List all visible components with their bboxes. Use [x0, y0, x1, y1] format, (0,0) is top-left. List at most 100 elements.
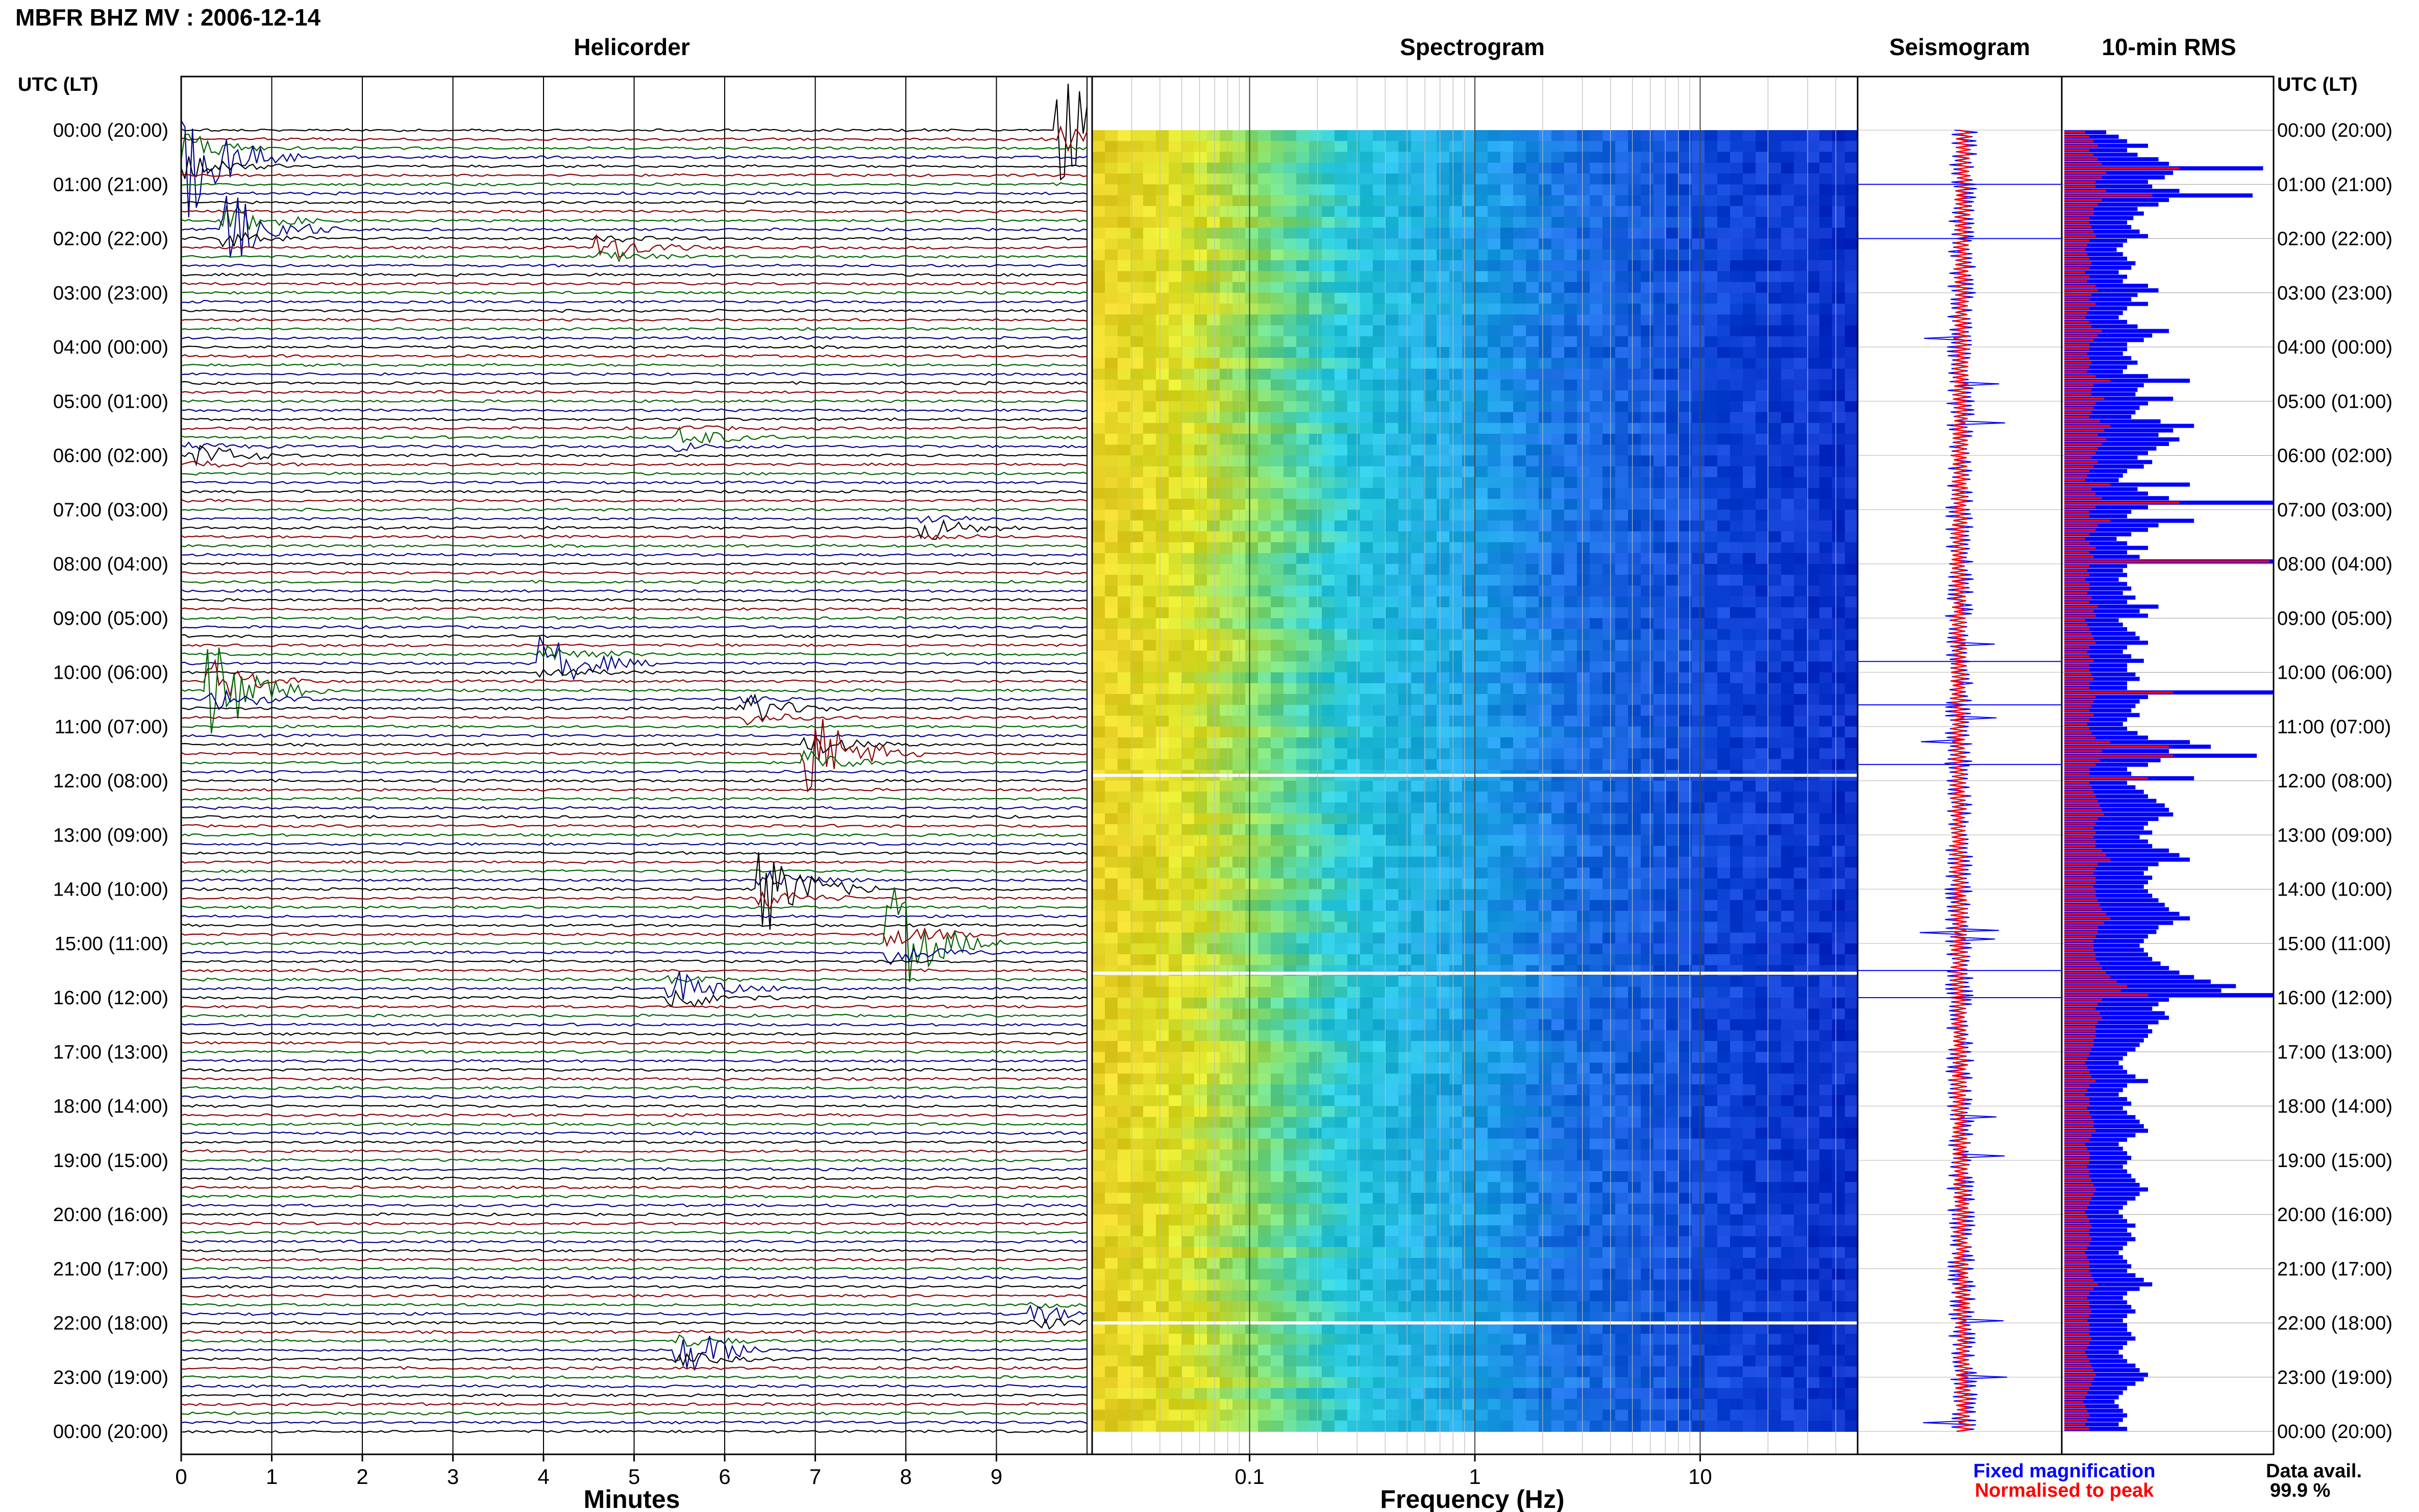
- spectrogram-cell: [1245, 444, 1258, 456]
- spectrogram-cell: [1207, 1008, 1220, 1020]
- spectrogram-cell: [1258, 661, 1271, 673]
- spectrogram-cell: [1641, 737, 1654, 749]
- spectrogram-cell: [1539, 217, 1552, 229]
- spectrogram-cell: [1169, 922, 1182, 933]
- spectrogram-cell: [1845, 564, 1858, 576]
- spectrogram-cell: [1602, 932, 1616, 944]
- spectrogram-cell: [1437, 531, 1450, 543]
- spectrogram-cell: [1411, 368, 1424, 380]
- spectrogram-cell: [1258, 130, 1271, 142]
- spectrogram-cell: [1092, 781, 1105, 792]
- spectrogram-cell: [1181, 618, 1195, 630]
- spectrogram-cell: [1092, 802, 1105, 814]
- spectrogram-cell: [1730, 336, 1743, 348]
- spectrogram-cell: [1653, 412, 1667, 424]
- spectrogram-cell: [1335, 726, 1348, 738]
- spectrogram-cell: [1768, 998, 1782, 1009]
- spectrogram-cell: [1335, 651, 1348, 662]
- spectrogram-cell: [1577, 900, 1590, 911]
- spectrogram-cell: [1322, 488, 1335, 500]
- spectrogram-cell: [1832, 661, 1845, 673]
- spectrogram-cell: [1245, 596, 1258, 608]
- spectrogram-cell: [1335, 531, 1348, 543]
- spectrogram-cell: [1283, 791, 1297, 803]
- spectrogram-cell: [1424, 455, 1437, 467]
- spectrogram-cell: [1143, 379, 1156, 391]
- spectrogram-cell: [1092, 292, 1105, 304]
- spectrogram-cell: [1143, 672, 1156, 684]
- spectrogram-cell: [1169, 607, 1182, 619]
- spectrogram-cell: [1105, 368, 1118, 380]
- spectrogram-cell: [1143, 878, 1156, 890]
- spectrogram-cell: [1424, 531, 1437, 543]
- spectrogram-cell: [1322, 889, 1335, 901]
- spectrogram-cell: [1488, 206, 1501, 217]
- spectrogram-cell: [1449, 249, 1463, 261]
- spectrogram-cell: [1462, 661, 1475, 673]
- spectrogram-cell: [1756, 520, 1769, 532]
- spectrogram-cell: [1513, 607, 1526, 619]
- spectrogram-cell: [1692, 998, 1705, 1009]
- spectrogram-cell: [1373, 824, 1386, 836]
- spectrogram-cell: [1437, 846, 1450, 857]
- spectrogram-cell: [1309, 228, 1322, 239]
- spectrogram-cell: [1653, 206, 1667, 217]
- spectrogram-cell: [1118, 705, 1131, 716]
- spectrogram-cell: [1832, 390, 1845, 402]
- spectrogram-cell: [1194, 509, 1207, 521]
- spectrogram-cell: [1373, 889, 1386, 901]
- spectrogram-cell: [1462, 856, 1475, 868]
- spectrogram-cell: [1347, 639, 1361, 651]
- spectrogram-cell: [1386, 715, 1399, 727]
- spectrogram-cell: [1781, 759, 1794, 771]
- hour-label-left: 08:00 (04:00): [53, 554, 168, 575]
- spectrogram-cell: [1296, 715, 1310, 727]
- spectrogram-cell: [1679, 824, 1692, 836]
- spectrogram-cell: [1730, 835, 1743, 847]
- spectrogram-cell: [1258, 553, 1271, 564]
- spectrogram-cell: [1449, 455, 1463, 467]
- spectrogram-cell: [1717, 672, 1731, 684]
- spectrogram-cell: [1118, 585, 1131, 597]
- spectrogram-cell: [1768, 304, 1782, 315]
- spectrogram-cell: [1564, 184, 1577, 196]
- spectrogram-cell: [1398, 618, 1412, 630]
- spectrogram-cell: [1641, 878, 1654, 890]
- spectrogram-cell: [1283, 499, 1297, 510]
- spectrogram-cell: [1705, 173, 1718, 185]
- spectrogram-cell: [1781, 477, 1794, 489]
- spectrogram-cell: [1245, 683, 1258, 695]
- spectrogram-cell: [1335, 542, 1348, 554]
- spectrogram-cell: [1283, 401, 1297, 413]
- spectrogram-cell: [1462, 282, 1475, 293]
- spectrogram-cell: [1488, 1008, 1501, 1020]
- spectrogram-cell: [1577, 444, 1590, 456]
- spectrogram-cell: [1692, 889, 1705, 901]
- spectrogram-cell: [1615, 651, 1628, 662]
- spectrogram-cell: [1717, 618, 1731, 630]
- spectrogram-cell: [1258, 423, 1271, 434]
- spectrogram-cell: [1705, 325, 1718, 337]
- spectrogram-cell: [1602, 998, 1616, 1009]
- spectrogram-cell: [1411, 943, 1424, 955]
- spectrogram-cell: [1564, 271, 1577, 283]
- spectrogram-cell: [1309, 932, 1322, 944]
- spectrogram-cell: [1577, 455, 1590, 467]
- spectrogram-title: Spectrogram: [1400, 34, 1545, 60]
- spectrogram-cell: [1283, 314, 1297, 326]
- spectrogram-cell: [1156, 922, 1169, 933]
- spectrogram-cell: [1513, 152, 1526, 163]
- spectrogram-cell: [1411, 575, 1424, 586]
- spectrogram-cell: [1258, 954, 1271, 966]
- spectrogram-cell: [1539, 358, 1552, 369]
- spectrogram-cell: [1577, 856, 1590, 868]
- spectrogram-cell: [1156, 791, 1169, 803]
- spectrogram-cell: [1283, 715, 1297, 727]
- spectrogram-cell: [1666, 390, 1680, 402]
- spectrogram-cell: [1347, 900, 1361, 911]
- spectrogram-cell: [1118, 932, 1131, 944]
- spectrogram-cell: [1475, 607, 1488, 619]
- spectrogram-cell: [1309, 173, 1322, 185]
- spectrogram-cell: [1500, 748, 1514, 760]
- spectrogram-cell: [1283, 705, 1297, 716]
